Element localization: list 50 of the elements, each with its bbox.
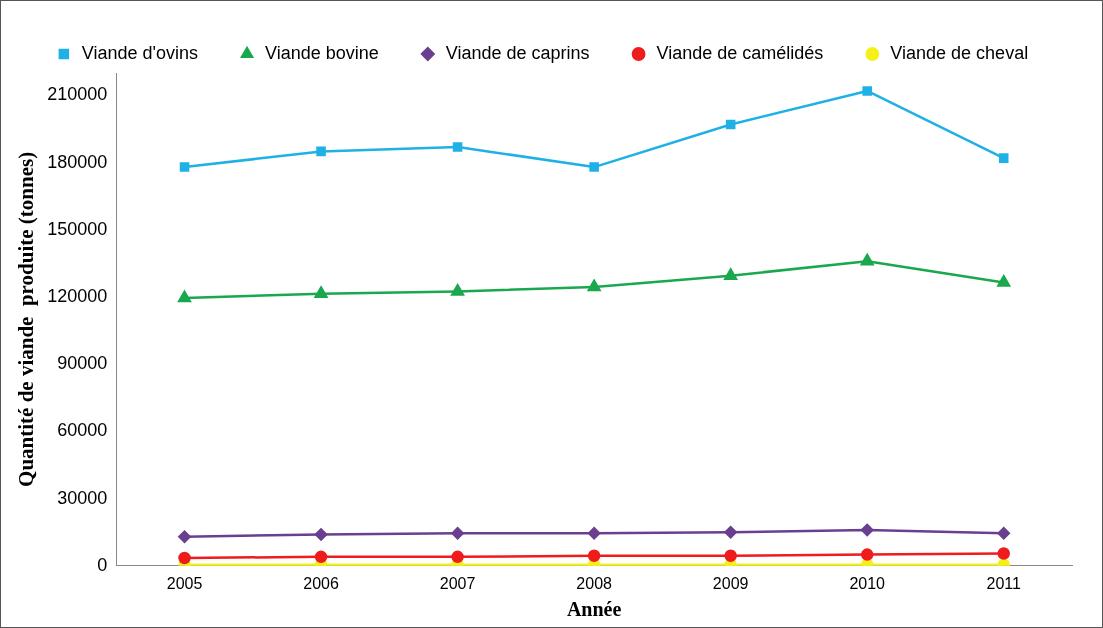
- point: [587, 279, 601, 292]
- point: [451, 550, 464, 564]
- point: [725, 119, 736, 130]
- point: [724, 525, 737, 539]
- point: [724, 268, 738, 280]
- y-tick-label: 120000: [47, 285, 108, 306]
- point: [860, 548, 874, 561]
- x-tick-label: 2006: [303, 574, 339, 592]
- x-axis-title: Année: [566, 598, 622, 621]
- point: [178, 530, 191, 543]
- point: [860, 253, 874, 266]
- legend-label: Viande d'ovins: [81, 42, 199, 63]
- x-tick-label: 2005: [166, 574, 203, 592]
- point: [587, 527, 601, 540]
- point: [997, 527, 1010, 540]
- legend-label: Viande de cheval: [890, 42, 1029, 63]
- y-tick-label: 0: [97, 554, 108, 575]
- point: [314, 528, 328, 541]
- point: [862, 86, 872, 96]
- y-tick-label: 180000: [47, 151, 108, 172]
- point: [860, 523, 874, 537]
- x-tick-label: 2010: [849, 574, 886, 592]
- point: [997, 547, 1010, 560]
- point: [589, 162, 599, 172]
- y-tick-label: 60000: [57, 420, 108, 441]
- point: [451, 527, 464, 540]
- point: [314, 550, 328, 564]
- point: [314, 286, 328, 298]
- legend-label: Viande de camélidés: [656, 42, 824, 63]
- legend-label: Viande bovine: [265, 42, 379, 63]
- point: [451, 284, 465, 296]
- point: [998, 153, 1009, 163]
- x-tick-label: 2007: [439, 574, 476, 592]
- point: [178, 290, 191, 303]
- y-tick-label: 210000: [47, 84, 108, 105]
- y-axis-title: Quantité de viande produite (tonnes): [14, 151, 39, 487]
- point: [587, 549, 601, 562]
- legend-label: Viande de caprins: [445, 42, 590, 63]
- x-tick-label: 2009: [712, 574, 749, 592]
- point: [179, 162, 190, 172]
- point: [452, 142, 463, 152]
- x-tick-label: 2008: [576, 574, 613, 592]
- x-tick-label: 2011: [986, 574, 1022, 592]
- point: [724, 549, 737, 562]
- y-tick-label: 150000: [47, 218, 108, 239]
- point: [178, 551, 191, 565]
- point: [997, 275, 1011, 287]
- y-tick-label: 90000: [57, 353, 108, 374]
- y-tick-label: 30000: [57, 487, 108, 508]
- point: [316, 146, 326, 157]
